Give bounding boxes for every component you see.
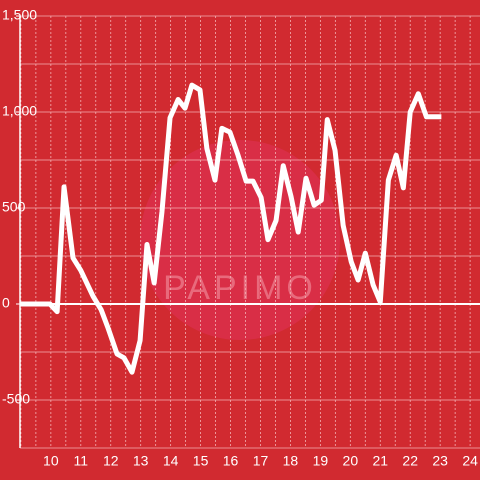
x-tick-label: 11 bbox=[74, 453, 89, 469]
x-tick-label: 20 bbox=[343, 453, 359, 469]
x-tick-label: 17 bbox=[253, 453, 269, 469]
x-tick-label: 12 bbox=[103, 453, 119, 469]
x-tick-label: 14 bbox=[163, 453, 179, 469]
y-tick-label: 500 bbox=[2, 199, 26, 215]
x-tick-label: 22 bbox=[402, 453, 418, 469]
y-tick-label: -500 bbox=[2, 391, 30, 407]
line-series bbox=[20, 82, 442, 375]
x-tick-label: 13 bbox=[133, 453, 149, 469]
x-tick-label: 24 bbox=[462, 453, 478, 469]
y-tick-label: 1,500 bbox=[2, 7, 37, 23]
x-tick-label: 16 bbox=[223, 453, 239, 469]
y-tick-label: 1,000 bbox=[2, 103, 37, 119]
watermark: PAPIMO bbox=[163, 269, 317, 307]
x-tick-label: 23 bbox=[432, 453, 448, 469]
x-tick-label: 15 bbox=[193, 453, 209, 469]
x-tick-label: 19 bbox=[313, 453, 329, 469]
x-tick-label: 18 bbox=[283, 453, 299, 469]
watermark-logo bbox=[140, 140, 340, 340]
y-tick-label: 0 bbox=[2, 295, 10, 311]
x-tick-label: 21 bbox=[372, 453, 388, 469]
x-tick-label: 10 bbox=[43, 453, 59, 469]
